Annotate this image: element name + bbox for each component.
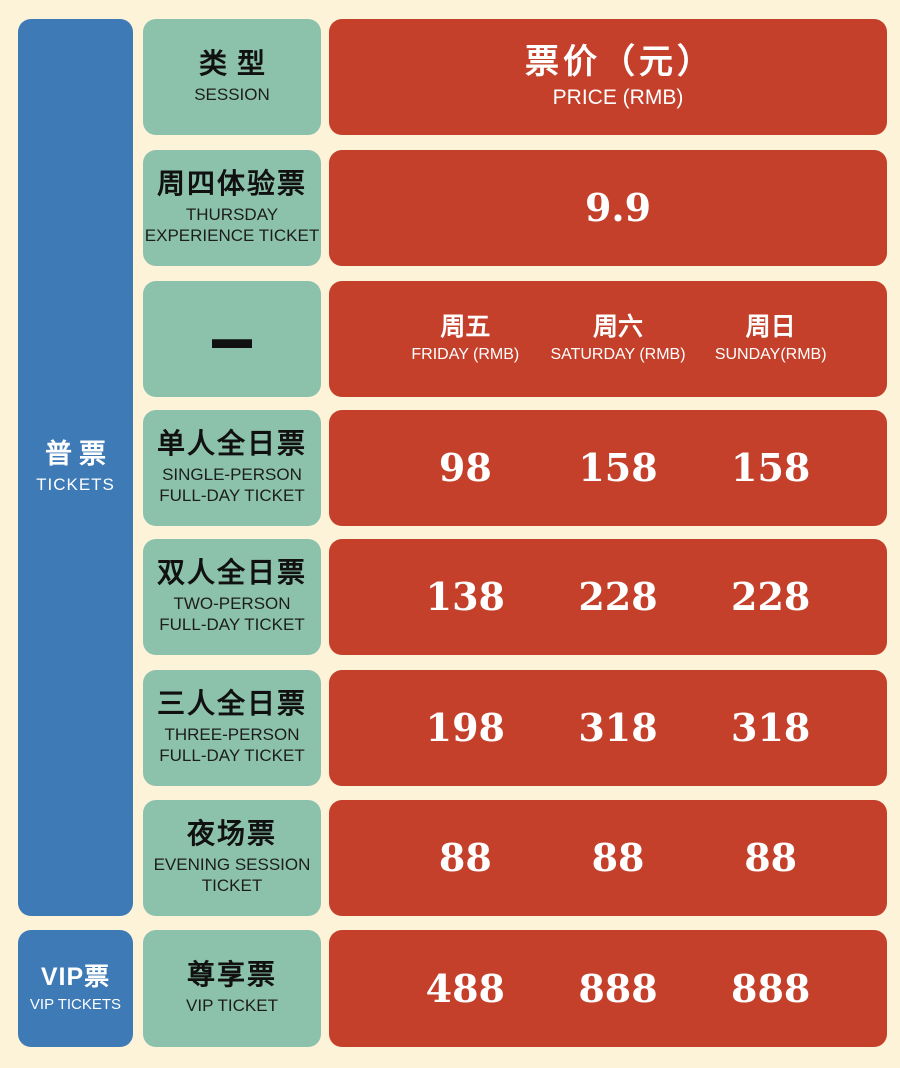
session-thursday-experience-en-line2: EXPERIENCE TICKET: [144, 225, 320, 245]
header-price-en: PRICE (RMB): [552, 85, 684, 109]
day-saturday-en: SATURDAY (RMB): [550, 345, 686, 363]
price-vip-sunday: 888: [731, 965, 811, 1011]
price-vip-saturday: 888: [578, 965, 658, 1011]
price-three-person-cell: 198 318 318: [329, 670, 887, 786]
session-three-person-en-line2: FULL-DAY TICKET: [159, 745, 305, 765]
group-tickets-cell: 普票 TICKETS: [18, 19, 133, 916]
group-vip-label-en: VIP TICKETS: [29, 996, 122, 1014]
price-three-friday: 198: [425, 705, 505, 750]
day-header-cell: 周五 FRIDAY (RMB) 周六 SATURDAY (RMB) 周日 SUN…: [329, 281, 887, 397]
session-evening-cell: 夜场票 EVENING SESSION TICKET: [143, 800, 321, 916]
session-two-person-cell: 双人全日票 TWO-PERSON FULL-DAY TICKET: [143, 539, 321, 655]
session-two-person-en-line2: FULL-DAY TICKET: [159, 614, 305, 634]
session-single-person-en: SINGLE-PERSON FULL-DAY TICKET: [159, 465, 304, 506]
day-saturday-zh: 周六: [593, 313, 644, 342]
price-thursday-experience-value: 9.9: [584, 185, 652, 230]
day-friday-en: FRIDAY (RMB): [411, 345, 520, 363]
header-session-zh: 类型: [198, 47, 275, 79]
session-evening-en-line2: TICKET: [201, 875, 263, 895]
session-two-person-zh: 双人全日票: [156, 557, 307, 589]
dash-cell: —: [143, 281, 321, 397]
price-two-person-cell: 138 228 228: [329, 539, 887, 655]
price-single-friday: 98: [438, 445, 492, 490]
day-header-saturday: 周六 SATURDAY (RMB): [542, 314, 695, 364]
price-two-friday: 138: [425, 574, 505, 619]
session-single-person-en-line2: FULL-DAY TICKET: [159, 485, 305, 505]
header-session-cell: 类型 SESSION: [143, 19, 321, 135]
header-price-zh: 票价（元）: [525, 43, 715, 82]
day-sunday-zh: 周日: [745, 313, 796, 342]
day-header-friday: 周五 FRIDAY (RMB): [389, 314, 542, 364]
session-three-person-en-line1: THREE-PERSON: [164, 725, 300, 745]
price-thursday-experience-cell: 9.9: [329, 150, 887, 266]
session-evening-en: EVENING SESSION TICKET: [154, 855, 311, 896]
day-sunday-en: SUNDAY(RMB): [714, 345, 827, 363]
session-thursday-experience-zh: 周四体验票: [156, 168, 307, 200]
session-vip-zh: 尊享票: [186, 959, 277, 991]
header-price-cell: 票价（元） PRICE (RMB): [329, 19, 887, 135]
session-two-person-en: TWO-PERSON FULL-DAY TICKET: [159, 594, 304, 635]
session-single-person-cell: 单人全日票 SINGLE-PERSON FULL-DAY TICKET: [143, 410, 321, 526]
session-evening-en-line1: EVENING SESSION: [153, 855, 311, 875]
session-vip-en-line1: VIP TICKET: [186, 996, 278, 1016]
price-single-sunday: 158: [731, 445, 811, 490]
header-session-en: SESSION: [194, 84, 270, 104]
session-single-person-en-line1: SINGLE-PERSON: [162, 465, 302, 485]
session-two-person-en-line1: TWO-PERSON: [173, 594, 291, 614]
price-evening-sunday: 88: [744, 835, 798, 880]
day-friday-zh: 周五: [440, 313, 491, 342]
group-tickets-label-zh: 普票: [45, 438, 113, 469]
group-tickets-label-en: TICKETS: [36, 475, 115, 495]
price-evening-friday: 88: [438, 835, 492, 880]
group-vip-cell: VIP票 VIP TICKETS: [18, 930, 133, 1047]
session-single-person-zh: 单人全日票: [156, 428, 307, 460]
session-three-person-zh: 三人全日票: [156, 688, 307, 720]
session-vip-en: VIP TICKET: [186, 996, 278, 1017]
session-thursday-experience-cell: 周四体验票 THURSDAY EXPERIENCE TICKET: [143, 150, 321, 266]
price-two-sunday: 228: [731, 574, 811, 619]
session-three-person-cell: 三人全日票 THREE-PERSON FULL-DAY TICKET: [143, 670, 321, 786]
session-vip-cell: 尊享票 VIP TICKET: [143, 930, 321, 1047]
price-two-saturday: 228: [578, 574, 658, 619]
price-vip-friday: 488: [425, 965, 505, 1011]
group-vip-label-zh: VIP票: [40, 962, 111, 991]
session-evening-zh: 夜场票: [186, 818, 277, 850]
session-thursday-experience-en: THURSDAY EXPERIENCE TICKET: [145, 205, 319, 246]
session-three-person-en: THREE-PERSON FULL-DAY TICKET: [159, 725, 304, 766]
price-three-sunday: 318: [731, 705, 811, 750]
price-evening-cell: 88 88 88: [329, 800, 887, 916]
price-vip-cell: 488 888 888: [329, 930, 887, 1047]
session-thursday-experience-en-line1: THURSDAY: [185, 205, 279, 225]
day-header-sunday: 周日 SUNDAY(RMB): [694, 314, 847, 364]
price-three-saturday: 318: [578, 705, 658, 750]
price-evening-saturday: 88: [591, 835, 645, 880]
price-single-person-cell: 98 158 158: [329, 410, 887, 526]
price-single-saturday: 158: [578, 445, 658, 490]
